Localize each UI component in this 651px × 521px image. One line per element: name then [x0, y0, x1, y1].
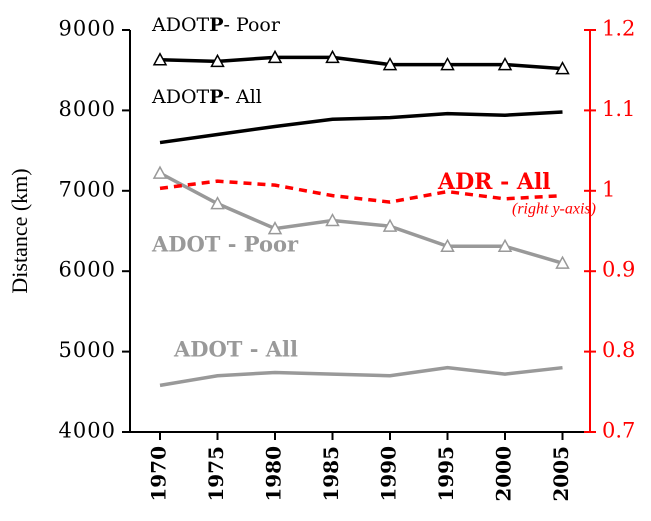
y-tick-label: 9000	[59, 17, 116, 41]
series-line	[159, 179, 563, 204]
series-label: ADOTP- All	[151, 86, 262, 108]
x-tick-label: 1970	[147, 446, 171, 502]
series-label: ADOTP- Poor	[151, 14, 281, 36]
y-tick-label: 6000	[59, 258, 116, 282]
marker	[440, 238, 455, 253]
x-tick-label: 1985	[319, 446, 343, 502]
x-tick-label: 1980	[262, 446, 286, 502]
label-part: P	[209, 86, 223, 108]
series-line	[159, 55, 563, 71]
y-tick-label: 5000	[59, 338, 116, 362]
y-tick-label: 7000	[59, 177, 116, 201]
x-tick-label: 2000	[492, 446, 516, 502]
label-part: ADOT	[151, 86, 210, 108]
series-line	[159, 110, 563, 145]
marker	[555, 255, 570, 269]
marker	[440, 57, 455, 71]
x-tick-label: 1975	[204, 446, 228, 502]
label-part: ADOT	[151, 14, 210, 36]
y2-tick-label: 1	[602, 177, 615, 201]
marker	[152, 52, 168, 66]
y2-tick-label: 0.8	[602, 338, 635, 362]
series-line	[159, 171, 563, 265]
marker	[497, 57, 513, 71]
x-tick-label: 1995	[434, 446, 458, 502]
y-axis-label: Distance (km)	[7, 168, 32, 293]
marker	[267, 49, 283, 64]
marker	[210, 53, 225, 68]
marker	[555, 61, 570, 75]
series-label: ADOT - Poor	[151, 232, 299, 257]
marker	[152, 165, 168, 179]
y-tick-label: 4000	[59, 419, 116, 443]
marker	[267, 221, 283, 235]
marker	[497, 238, 513, 253]
marker	[325, 212, 340, 227]
annotation: (right y-axis)	[512, 201, 596, 218]
x-tick-label: 1990	[377, 446, 401, 502]
marker	[210, 196, 225, 210]
series-label: ADR - All	[437, 169, 551, 195]
y2-tick-label: 0.7	[602, 419, 635, 443]
label-part: - Poor	[224, 14, 281, 36]
label-part: P	[209, 14, 223, 36]
y2-tick-label: 1.2	[602, 17, 635, 41]
marker	[382, 218, 398, 232]
y2-tick-label: 1.1	[602, 97, 635, 121]
y2-tick-label: 0.9	[602, 258, 635, 282]
x-tick-label: 2005	[549, 446, 573, 502]
marker	[382, 57, 398, 71]
series-line	[159, 365, 563, 388]
marker	[325, 49, 340, 64]
y-tick-label: 8000	[59, 97, 116, 121]
series-label: ADOT - All	[173, 337, 298, 362]
label-part: - All	[224, 86, 262, 108]
